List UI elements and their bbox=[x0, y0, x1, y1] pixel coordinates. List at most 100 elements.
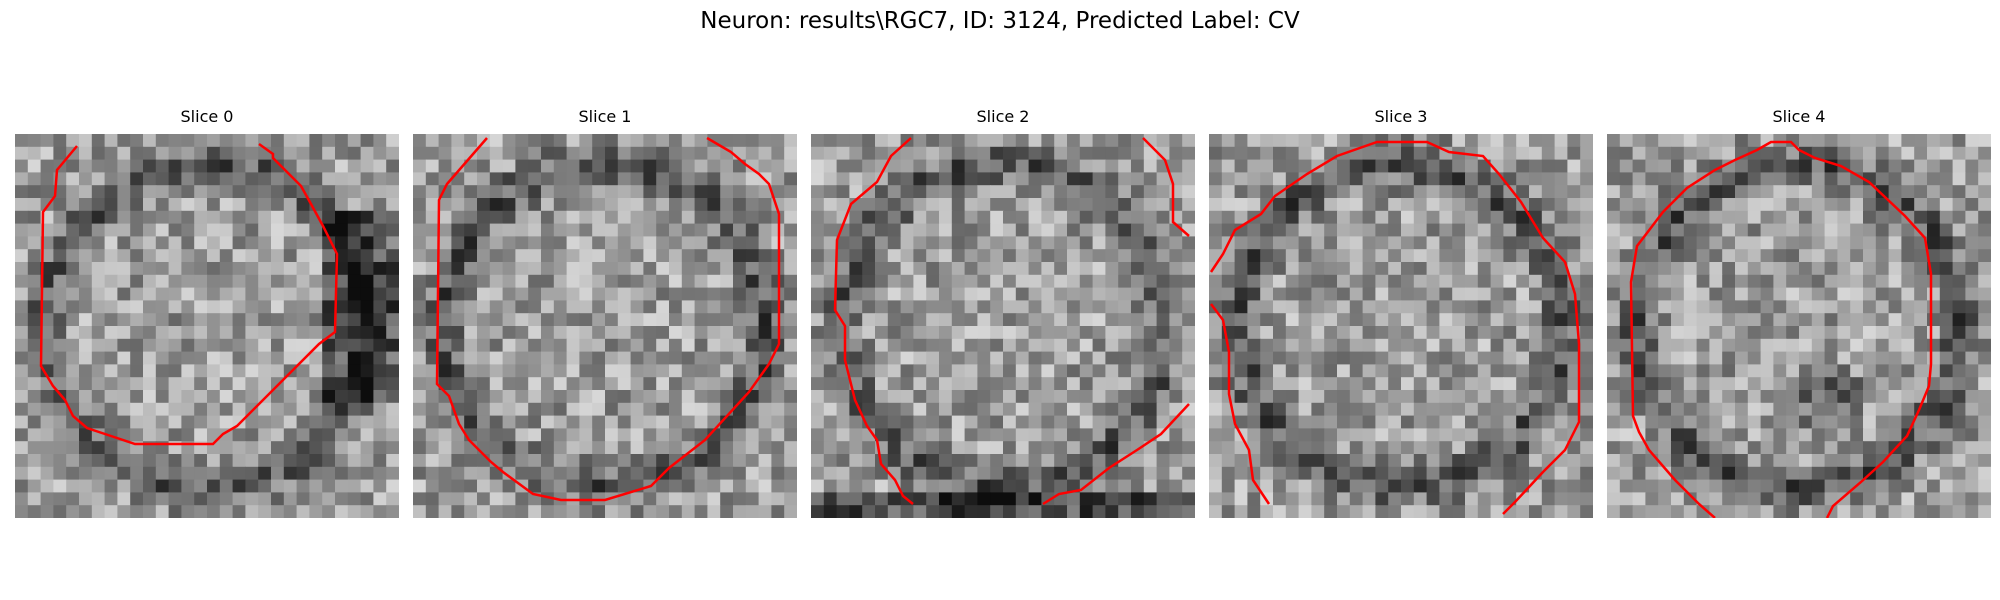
image-pixel bbox=[1054, 185, 1068, 199]
image-pixel bbox=[194, 338, 208, 353]
image-pixel bbox=[1580, 236, 1593, 250]
image-pixel bbox=[1580, 415, 1593, 429]
image-pixel bbox=[1773, 287, 1787, 301]
image-pixel bbox=[489, 492, 504, 506]
image-pixel bbox=[605, 364, 619, 378]
image-pixel bbox=[1529, 159, 1543, 173]
image-pixel bbox=[1541, 274, 1556, 289]
image-pixel bbox=[1298, 390, 1312, 404]
image-pixel bbox=[1786, 390, 1800, 404]
image-pixel bbox=[630, 441, 644, 455]
image-pixel bbox=[258, 185, 272, 199]
image-pixel bbox=[1311, 236, 1325, 250]
image-pixel bbox=[1978, 390, 1991, 404]
image-pixel bbox=[1888, 415, 1902, 429]
image-pixel bbox=[477, 159, 491, 173]
image-pixel bbox=[425, 390, 440, 404]
image-pixel bbox=[1811, 236, 1826, 250]
image-pixel bbox=[926, 390, 940, 404]
image-pixel bbox=[630, 377, 644, 391]
image-pixel bbox=[360, 210, 374, 225]
image-pixel bbox=[1888, 262, 1902, 276]
image-pixel bbox=[694, 236, 708, 250]
image-pixel bbox=[1978, 262, 1991, 276]
image-pixel bbox=[939, 492, 953, 506]
image-pixel bbox=[194, 236, 208, 250]
image-pixel bbox=[1490, 492, 1504, 506]
image-pixel bbox=[15, 326, 29, 340]
image-pixel bbox=[1182, 185, 1195, 199]
image-pixel bbox=[66, 300, 80, 314]
image-pixel bbox=[1709, 236, 1723, 250]
image-pixel bbox=[1965, 466, 1979, 481]
image-pixel bbox=[1939, 428, 1954, 442]
image-pixel bbox=[1273, 479, 1287, 493]
image-pixel bbox=[386, 479, 399, 493]
image-pixel bbox=[194, 146, 208, 161]
image-pixel bbox=[887, 236, 902, 250]
image-pixel bbox=[1143, 377, 1158, 391]
image-pixel bbox=[784, 364, 797, 378]
image-pixel bbox=[1015, 479, 1030, 493]
image-pixel bbox=[1221, 466, 1236, 481]
image-pixel bbox=[900, 262, 914, 276]
image-pixel bbox=[1811, 159, 1826, 173]
image-pixel bbox=[836, 287, 850, 301]
image-pixel bbox=[1824, 402, 1838, 417]
image-pixel bbox=[1273, 313, 1287, 327]
image-pixel bbox=[168, 505, 182, 518]
image-pixel bbox=[1465, 428, 1479, 442]
image-pixel bbox=[1413, 415, 1428, 429]
image-pixel bbox=[1607, 172, 1621, 186]
image-pixel bbox=[1079, 146, 1094, 161]
image-pixel bbox=[592, 441, 606, 455]
image-pixel bbox=[528, 466, 542, 481]
image-pixel bbox=[1324, 185, 1338, 199]
image-pixel bbox=[1028, 159, 1042, 173]
image-pixel bbox=[887, 338, 902, 353]
image-pixel bbox=[1169, 159, 1183, 173]
image-pixel bbox=[1503, 223, 1517, 237]
image-pixel bbox=[438, 454, 452, 468]
image-pixel bbox=[373, 287, 387, 301]
image-pixel bbox=[977, 428, 991, 442]
image-pixel bbox=[862, 287, 876, 301]
image-pixel bbox=[913, 313, 927, 327]
image-pixel bbox=[1003, 172, 1017, 186]
image-pixel bbox=[373, 466, 387, 481]
image-pixel bbox=[130, 390, 144, 404]
image-pixel bbox=[681, 287, 696, 301]
image-pixel bbox=[347, 274, 362, 289]
image-pixel bbox=[1888, 428, 1902, 442]
image-pixel bbox=[79, 236, 93, 250]
image-pixel bbox=[1516, 390, 1530, 404]
image-pixel bbox=[207, 454, 221, 468]
image-pixel bbox=[1760, 172, 1774, 186]
image-pixel bbox=[1413, 402, 1428, 417]
image-pixel bbox=[1131, 249, 1145, 263]
image-pixel bbox=[694, 351, 708, 365]
image-pixel bbox=[887, 377, 902, 391]
image-pixel bbox=[1824, 466, 1838, 481]
image-pixel bbox=[1324, 454, 1338, 468]
image-pixel bbox=[1169, 198, 1183, 212]
image-pixel bbox=[1362, 364, 1376, 378]
image-pixel bbox=[335, 300, 349, 314]
image-pixel bbox=[1965, 185, 1979, 199]
image-pixel bbox=[1426, 146, 1440, 161]
image-pixel bbox=[1413, 172, 1428, 186]
image-pixel bbox=[849, 287, 863, 301]
image-pixel bbox=[1260, 415, 1274, 429]
image-pixel bbox=[489, 274, 504, 289]
image-pixel bbox=[386, 159, 399, 173]
image-pixel bbox=[1362, 351, 1376, 365]
image-pixel bbox=[579, 172, 593, 186]
image-pixel bbox=[232, 313, 246, 327]
image-pixel bbox=[630, 351, 644, 365]
image-pixel bbox=[117, 402, 131, 417]
image-pixel bbox=[91, 441, 106, 455]
image-pixel bbox=[694, 210, 708, 225]
image-pixel bbox=[1401, 428, 1415, 442]
image-pixel bbox=[502, 236, 516, 250]
image-pixel bbox=[913, 428, 927, 442]
